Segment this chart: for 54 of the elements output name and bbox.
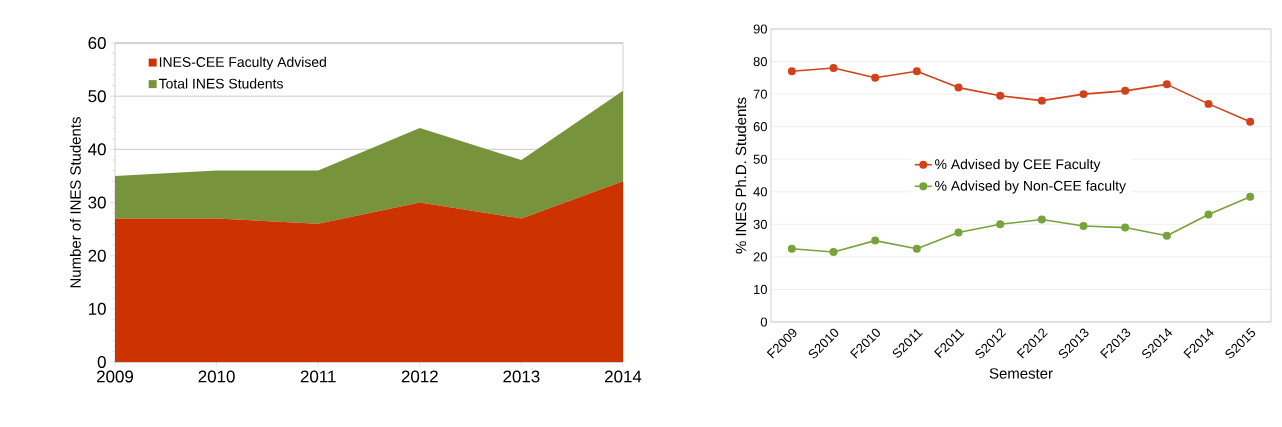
y-tick-label: 60	[88, 37, 106, 50]
x-tick-label: 2012	[401, 370, 438, 383]
point	[912, 244, 921, 253]
legend-label: Total INES Students	[158, 78, 283, 89]
point	[787, 244, 796, 253]
legend-label: % Advised by Non-CEE faculty	[935, 180, 1126, 194]
y-tick-label: 80	[753, 56, 767, 67]
point	[954, 228, 963, 237]
y-tick-label: 50	[88, 90, 106, 103]
point	[1162, 80, 1171, 89]
legend-label: INES-CEE Faculty Advised	[159, 56, 326, 70]
y-tick-label: 20	[88, 249, 106, 262]
y-tick-label: 40	[88, 143, 106, 156]
y-tick-label: 20	[753, 252, 767, 262]
point	[954, 83, 963, 92]
point	[787, 67, 796, 76]
x-tick-label: 2013	[503, 370, 540, 383]
y-tick-label: 10	[88, 302, 106, 315]
y-tick-label: 30	[753, 219, 767, 229]
point	[871, 73, 880, 82]
point	[996, 220, 1005, 229]
y-tick-label: 40	[753, 187, 767, 197]
point	[1037, 215, 1046, 224]
x-axis-title: Semester	[989, 368, 1053, 379]
y-tick-label: 60	[753, 122, 767, 132]
x-tick-label: 2009	[97, 370, 134, 383]
point	[1037, 96, 1046, 105]
x-tick-label: 2010	[198, 370, 235, 383]
y-tick-label: 90	[753, 24, 767, 34]
point	[829, 248, 838, 256]
point	[912, 67, 921, 76]
point	[871, 236, 880, 245]
y-axis-title: Number of INES Students	[69, 117, 81, 288]
y-tick-label: 50	[753, 154, 767, 164]
point	[1246, 117, 1255, 126]
point	[1204, 210, 1213, 219]
legend-label: % Advised by CEE Faculty	[935, 158, 1101, 172]
point	[1246, 192, 1255, 201]
point	[1121, 86, 1130, 95]
y-tick-label: 0	[97, 356, 106, 368]
point	[1121, 223, 1130, 232]
x-tick-label: 2014	[605, 370, 642, 383]
y-tick-label: 0	[760, 317, 767, 327]
x-tick-label: 2011	[300, 370, 336, 383]
y-axis-title: % INES Ph.D. Students	[735, 97, 747, 254]
y-tick-label: 70	[753, 89, 767, 99]
point	[1079, 221, 1088, 230]
y-tick-label: 10	[754, 284, 767, 295]
point	[996, 91, 1005, 100]
y-tick-label: 30	[88, 196, 106, 209]
point	[1079, 90, 1088, 99]
point	[1204, 99, 1213, 108]
point	[829, 64, 838, 73]
point	[1162, 231, 1171, 240]
